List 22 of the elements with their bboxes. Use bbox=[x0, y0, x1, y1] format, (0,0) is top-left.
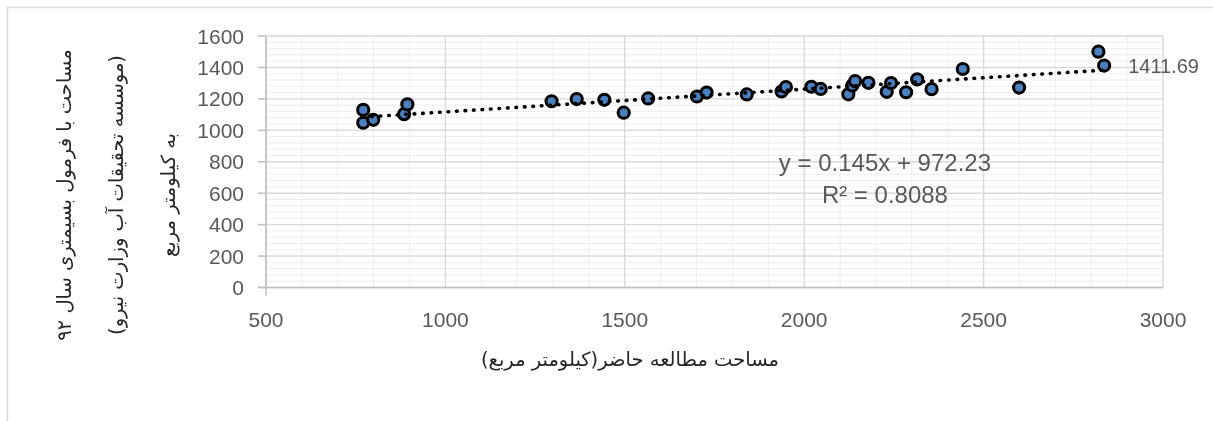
y-tick-label: 200 bbox=[208, 244, 244, 268]
y-axis-title: (موسسه تحقیقات آب وزارت نیرو) bbox=[104, 55, 128, 335]
y-axis-title: به کیلومتر مربع bbox=[156, 132, 180, 258]
y-tick-label: 600 bbox=[208, 181, 244, 205]
x-tick-label: 500 bbox=[248, 307, 284, 331]
annotation: R² = 0.8088 bbox=[821, 181, 948, 209]
x-tick-label: 2000 bbox=[780, 307, 828, 331]
y-tick-label: 400 bbox=[208, 213, 244, 237]
y-tick-label: 1000 bbox=[197, 118, 244, 142]
y-tick-label: 1200 bbox=[197, 87, 244, 111]
y-tick-label: 1600 bbox=[197, 24, 244, 48]
y-tick-label: 1400 bbox=[197, 55, 244, 79]
y-tick-label: 0 bbox=[232, 276, 244, 299]
x-axis-title: مساحت مطالعه حاضر(کیلومتر مربع) bbox=[480, 347, 780, 371]
y-tick-label: 800 bbox=[208, 150, 244, 174]
data-label: 1411.69 bbox=[1128, 54, 1199, 77]
x-tick-label: 3000 bbox=[1139, 307, 1187, 331]
annotation: y = 0.145x + 972.23 bbox=[778, 149, 991, 177]
y-axis-title: مساحت با فرمول بسیمتری سال ۹۲ bbox=[52, 49, 76, 341]
x-tick-label: 1000 bbox=[422, 307, 469, 331]
x-tick-label: 1500 bbox=[601, 307, 649, 331]
x-tick-label: 2500 bbox=[960, 307, 1007, 331]
